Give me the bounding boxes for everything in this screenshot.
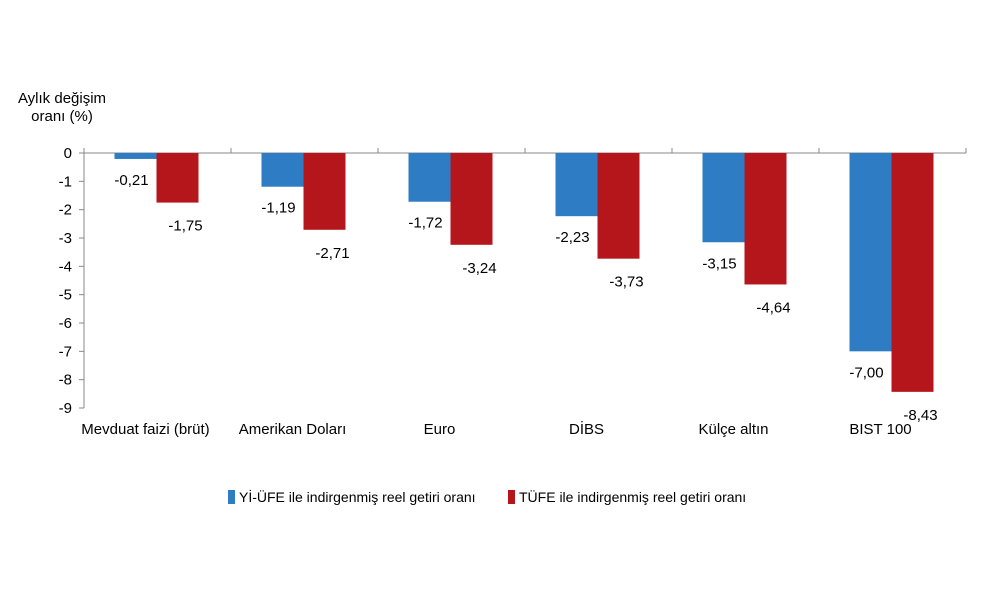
legend-swatch: [228, 490, 235, 504]
data-label: -3,24: [462, 260, 496, 277]
bar-tufe: [156, 153, 199, 203]
bar-yi-ufe: [555, 153, 598, 217]
category-label: Euro: [424, 421, 456, 438]
y-tick-label: -1: [59, 173, 72, 190]
data-label: -8,43: [903, 407, 937, 424]
data-label: -0,21: [114, 172, 148, 189]
y-tick-label: -9: [59, 400, 72, 417]
y-tick-label: -5: [59, 287, 72, 304]
y-tick-label: -3: [59, 230, 72, 247]
bar-tufe: [597, 153, 640, 259]
bar-tufe: [450, 153, 493, 245]
legend: Yİ-ÜFE ile indirgenmiş reel getiri oranı…: [228, 488, 746, 505]
bar-yi-ufe: [408, 153, 451, 202]
data-label: -1,75: [168, 218, 202, 235]
category-label: Külçe altın: [698, 421, 768, 438]
data-label: -2,71: [315, 245, 349, 262]
bar-yi-ufe: [849, 153, 892, 352]
y-tick-label: -7: [59, 343, 72, 360]
bar-yi-ufe: [114, 153, 157, 159]
data-label: -3,15: [702, 255, 736, 272]
category-label: Mevduat faizi (brüt): [81, 421, 209, 438]
legend-item-label: Yİ-ÜFE ile indirgenmiş reel getiri oranı: [239, 488, 476, 505]
data-label: -1,72: [408, 215, 442, 232]
y-tick-label: -8: [59, 372, 72, 389]
bar-yi-ufe: [702, 153, 745, 243]
y-tick-label: 0: [64, 145, 72, 162]
bar-yi-ufe: [261, 153, 304, 187]
data-label: -1,19: [261, 200, 295, 217]
data-label: -4,64: [756, 299, 790, 316]
bar-tufe: [303, 153, 346, 230]
legend-swatch: [508, 490, 515, 504]
data-label: -3,73: [609, 274, 643, 291]
data-label: -2,23: [555, 229, 589, 246]
category-label: BIST 100: [849, 421, 911, 438]
category-label: Amerikan Doları: [239, 421, 347, 438]
y-tick-label: -6: [59, 315, 72, 332]
bar-tufe: [744, 153, 787, 285]
category-label: DİBS: [569, 420, 604, 438]
legend-item-label: TÜFE ile indirgenmiş reel getiri oranı: [519, 488, 746, 505]
y-tick-label: -2: [59, 202, 72, 219]
y-axis-label-line-2: oranı (%): [31, 108, 93, 125]
data-label: -7,00: [849, 364, 883, 381]
plot-area: 0 -1 -2 -3 -4 -5 -6 -7 -8 -9 Mevduat faizi (brüt) -…: [59, 145, 967, 438]
bar-tufe: [891, 153, 934, 392]
y-axis-label-line-1: Aylık değişim: [18, 90, 106, 107]
y-tick-label: -4: [59, 258, 72, 275]
